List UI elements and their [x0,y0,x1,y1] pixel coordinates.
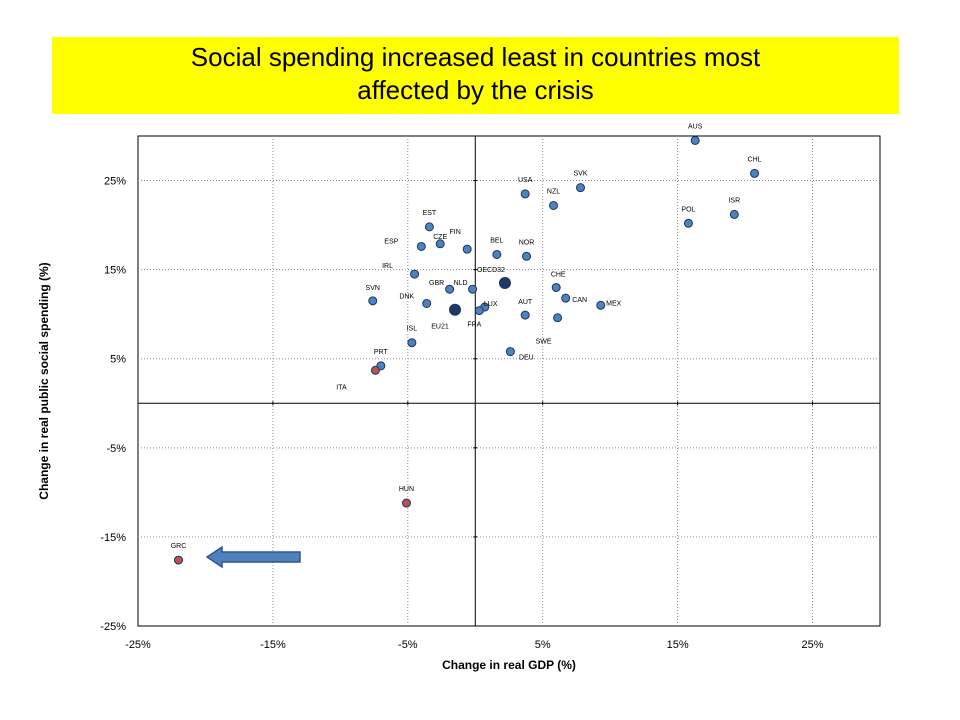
data-point-irl [410,269,420,279]
point-label-aut: AUT [518,299,533,306]
point-label-pol: POL [681,206,695,213]
data-point-ita [370,365,380,375]
x-tick-label: -15% [260,639,286,651]
x-tick-label: 5% [535,639,551,651]
point-label-bel: BEL [490,237,503,244]
point-label-ita: ITA [336,384,347,391]
data-point-fra [474,306,484,316]
x-tick-label: -5% [398,639,418,651]
x-tick-label: -25% [125,639,151,651]
data-point-oecd32 [498,277,511,289]
data-point-deu [505,347,515,357]
x-tick-label: 15% [667,639,689,651]
data-point-gbr [445,284,455,294]
data-point-bel [492,249,502,259]
data-point-nor [522,251,532,261]
point-label-che: CHE [551,271,566,278]
point-label-nzl: NZL [547,188,560,195]
data-point-isr [729,209,739,219]
point-label-fin: FIN [450,229,461,236]
point-label-gbr: GBR [429,280,444,287]
point-label-isr: ISR [728,197,740,204]
point-label-prt: PRT [374,349,389,356]
data-point-usa [520,189,530,199]
grid [138,136,880,626]
data-point-swe [553,313,563,323]
point-label-chl: CHL [748,156,762,163]
data-points: AUS CHL SVK USA NZL ISR POL EST ESP CZE BEL NOR FIN I… [171,123,762,565]
plot-area [137,135,881,627]
point-label-aus: AUS [688,123,703,130]
data-point-isl [407,338,417,348]
y-tick-label: 25% [104,176,126,188]
point-label-grc: GRC [171,543,187,550]
chart-title-line-1: Social spending increased least in count… [190,42,761,72]
y-tick-label: 5% [110,354,126,366]
data-point-che [551,282,561,292]
data-point-can [561,293,571,303]
axes [137,136,880,627]
point-label-svn: SVN [366,285,380,292]
point-label-esp: ESP [384,238,398,245]
arrow [205,545,301,569]
point-label-cze: CZE [433,234,447,241]
data-point-mex [596,300,606,310]
left-arrow-icon [205,545,301,569]
data-point-svk [576,183,586,193]
point-label-irl: IRL [382,263,393,270]
chart-title: Social spending increased least in count… [52,37,899,114]
point-label-dnk: DNK [399,293,414,300]
y-tick-label: 15% [104,265,126,277]
data-point-chl [750,168,760,178]
data-point-esp [416,241,426,251]
point-label-hun: HUN [399,486,414,493]
point-label-deu: DEU [519,355,534,362]
point-label-nld: NLD [454,280,468,287]
data-point-grc [173,555,183,565]
chart-title-line-2: affected by the crisis [357,75,594,105]
point-label-swe: SWE [536,339,552,346]
data-point-cze [435,239,445,249]
point-label-eu21: EU21 [431,324,449,331]
point-label-fra: FRA [467,322,481,329]
data-point-nzl [549,200,559,210]
point-label-can: CAN [572,297,587,304]
tick-labels: -25% -15% -5% 5% 15% 25% -25% -15% -5% 5% 15% 25% [100,176,823,651]
y-tick-label: -25% [100,621,126,633]
point-label-oecd32: OECD32 [477,267,505,274]
point-label-lux: LUX [484,301,498,308]
data-point-eu21 [449,303,462,316]
y-tick-label: -5% [106,443,126,455]
data-point-pol [683,218,693,228]
data-point-svn [368,296,378,306]
x-axis-title: Change in real GDP (%) [442,658,576,672]
point-label-svk: SVK [573,171,587,178]
data-point-fin [462,244,472,254]
point-label-est: EST [423,210,437,217]
y-tick-label: -15% [100,532,126,544]
data-point-est [424,222,434,232]
y-axis-title: Change in real public social spending (%… [37,262,51,499]
data-point-dnk [422,298,432,308]
x-tick-label: 25% [802,639,824,651]
data-point-nld [468,284,478,294]
point-label-nor: NOR [519,239,535,246]
data-point-aus [690,135,700,145]
data-point-hun [401,498,411,508]
point-label-usa: USA [518,177,533,184]
data-point-aut [520,310,530,320]
point-label-mex: MEX [606,300,622,307]
point-label-isl: ISL [407,326,418,333]
